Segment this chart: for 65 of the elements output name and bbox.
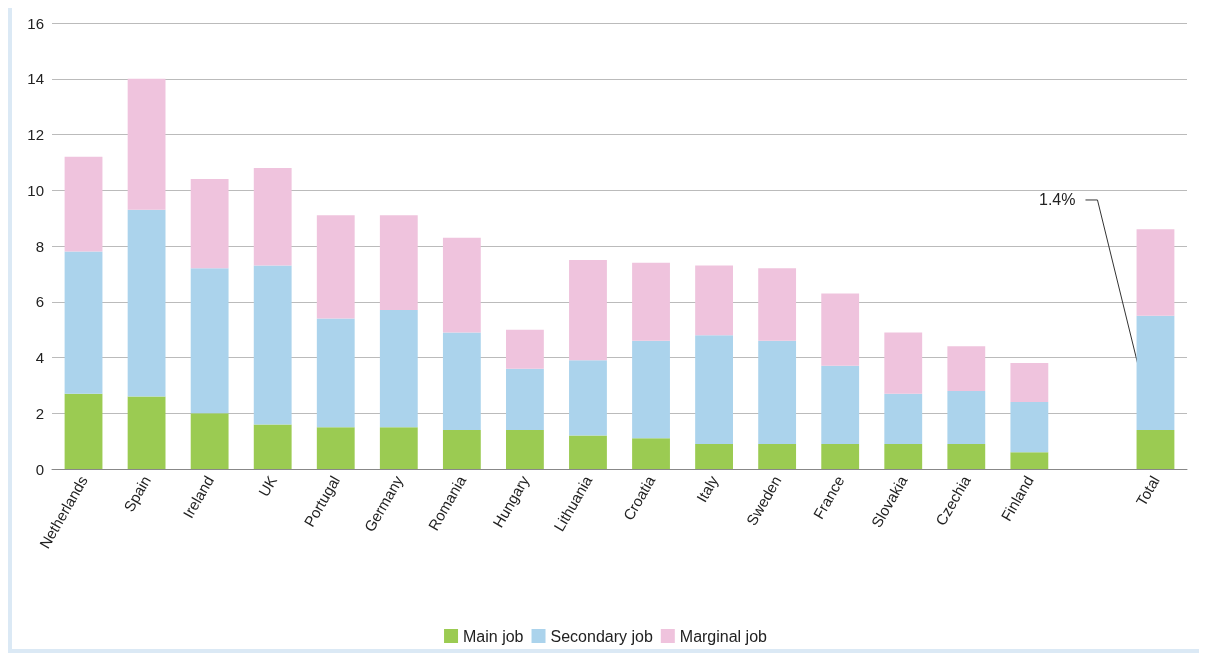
- bar: [632, 340, 670, 439]
- bar: [569, 259, 607, 361]
- bar: [127, 78, 166, 210]
- bar: [379, 215, 418, 311]
- bar: [316, 318, 355, 428]
- bar: [758, 443, 797, 469]
- bar: [442, 332, 481, 430]
- bar: [190, 179, 229, 269]
- bar: [1010, 402, 1049, 453]
- bar: [821, 365, 860, 444]
- bar: [127, 209, 166, 397]
- bar: [253, 167, 292, 266]
- bar: [127, 396, 166, 469]
- bar: [64, 251, 103, 394]
- bar: [442, 237, 481, 333]
- bar: [884, 393, 923, 444]
- bar: [506, 368, 544, 430]
- bar: [190, 268, 229, 414]
- bar: [569, 360, 607, 436]
- bar: [884, 443, 923, 469]
- bar: [758, 340, 797, 444]
- bar: [632, 438, 670, 469]
- bar: [695, 443, 733, 469]
- y-tick-label: 10: [27, 181, 44, 199]
- bar: [442, 429, 481, 469]
- bar: [821, 443, 860, 469]
- bar: [253, 265, 292, 425]
- bar: [947, 443, 986, 469]
- bar: [758, 268, 797, 341]
- bar: [947, 346, 986, 391]
- y-tick-label: 6: [35, 293, 44, 311]
- bar: [316, 215, 355, 319]
- bar: [884, 332, 923, 394]
- bar: [379, 427, 418, 469]
- y-tick-label: 2: [35, 404, 44, 422]
- bar: [1136, 429, 1175, 469]
- annotation: 1.4%: [1039, 191, 1076, 209]
- bar: [821, 293, 860, 366]
- y-tick-label: 16: [27, 14, 44, 32]
- bar: [64, 393, 103, 469]
- bar: [569, 435, 607, 469]
- x-tick-label: UK: [254, 472, 281, 500]
- bar: [506, 429, 544, 469]
- bar: [1010, 363, 1049, 403]
- legend-label: Main job: [463, 627, 524, 645]
- bar: [695, 265, 733, 336]
- bar: [190, 413, 229, 469]
- bar: [632, 262, 670, 341]
- bar: [695, 335, 733, 444]
- legend-label: Marginal job: [679, 627, 768, 645]
- bar: [1010, 452, 1049, 469]
- bar: [506, 329, 544, 369]
- legend-label: Secondary job: [550, 627, 653, 645]
- bar: [1136, 229, 1175, 316]
- bar: [379, 310, 418, 428]
- y-tick-label: 0: [35, 460, 44, 478]
- bar: [947, 390, 986, 444]
- bar: [316, 427, 355, 469]
- y-tick-label: 12: [27, 126, 44, 143]
- bar: [253, 424, 292, 469]
- bar: [1136, 315, 1175, 430]
- y-tick-label: 14: [27, 70, 44, 88]
- y-tick-label: 8: [35, 237, 44, 255]
- bar: [64, 156, 103, 252]
- y-tick-label: 4: [35, 349, 44, 366]
